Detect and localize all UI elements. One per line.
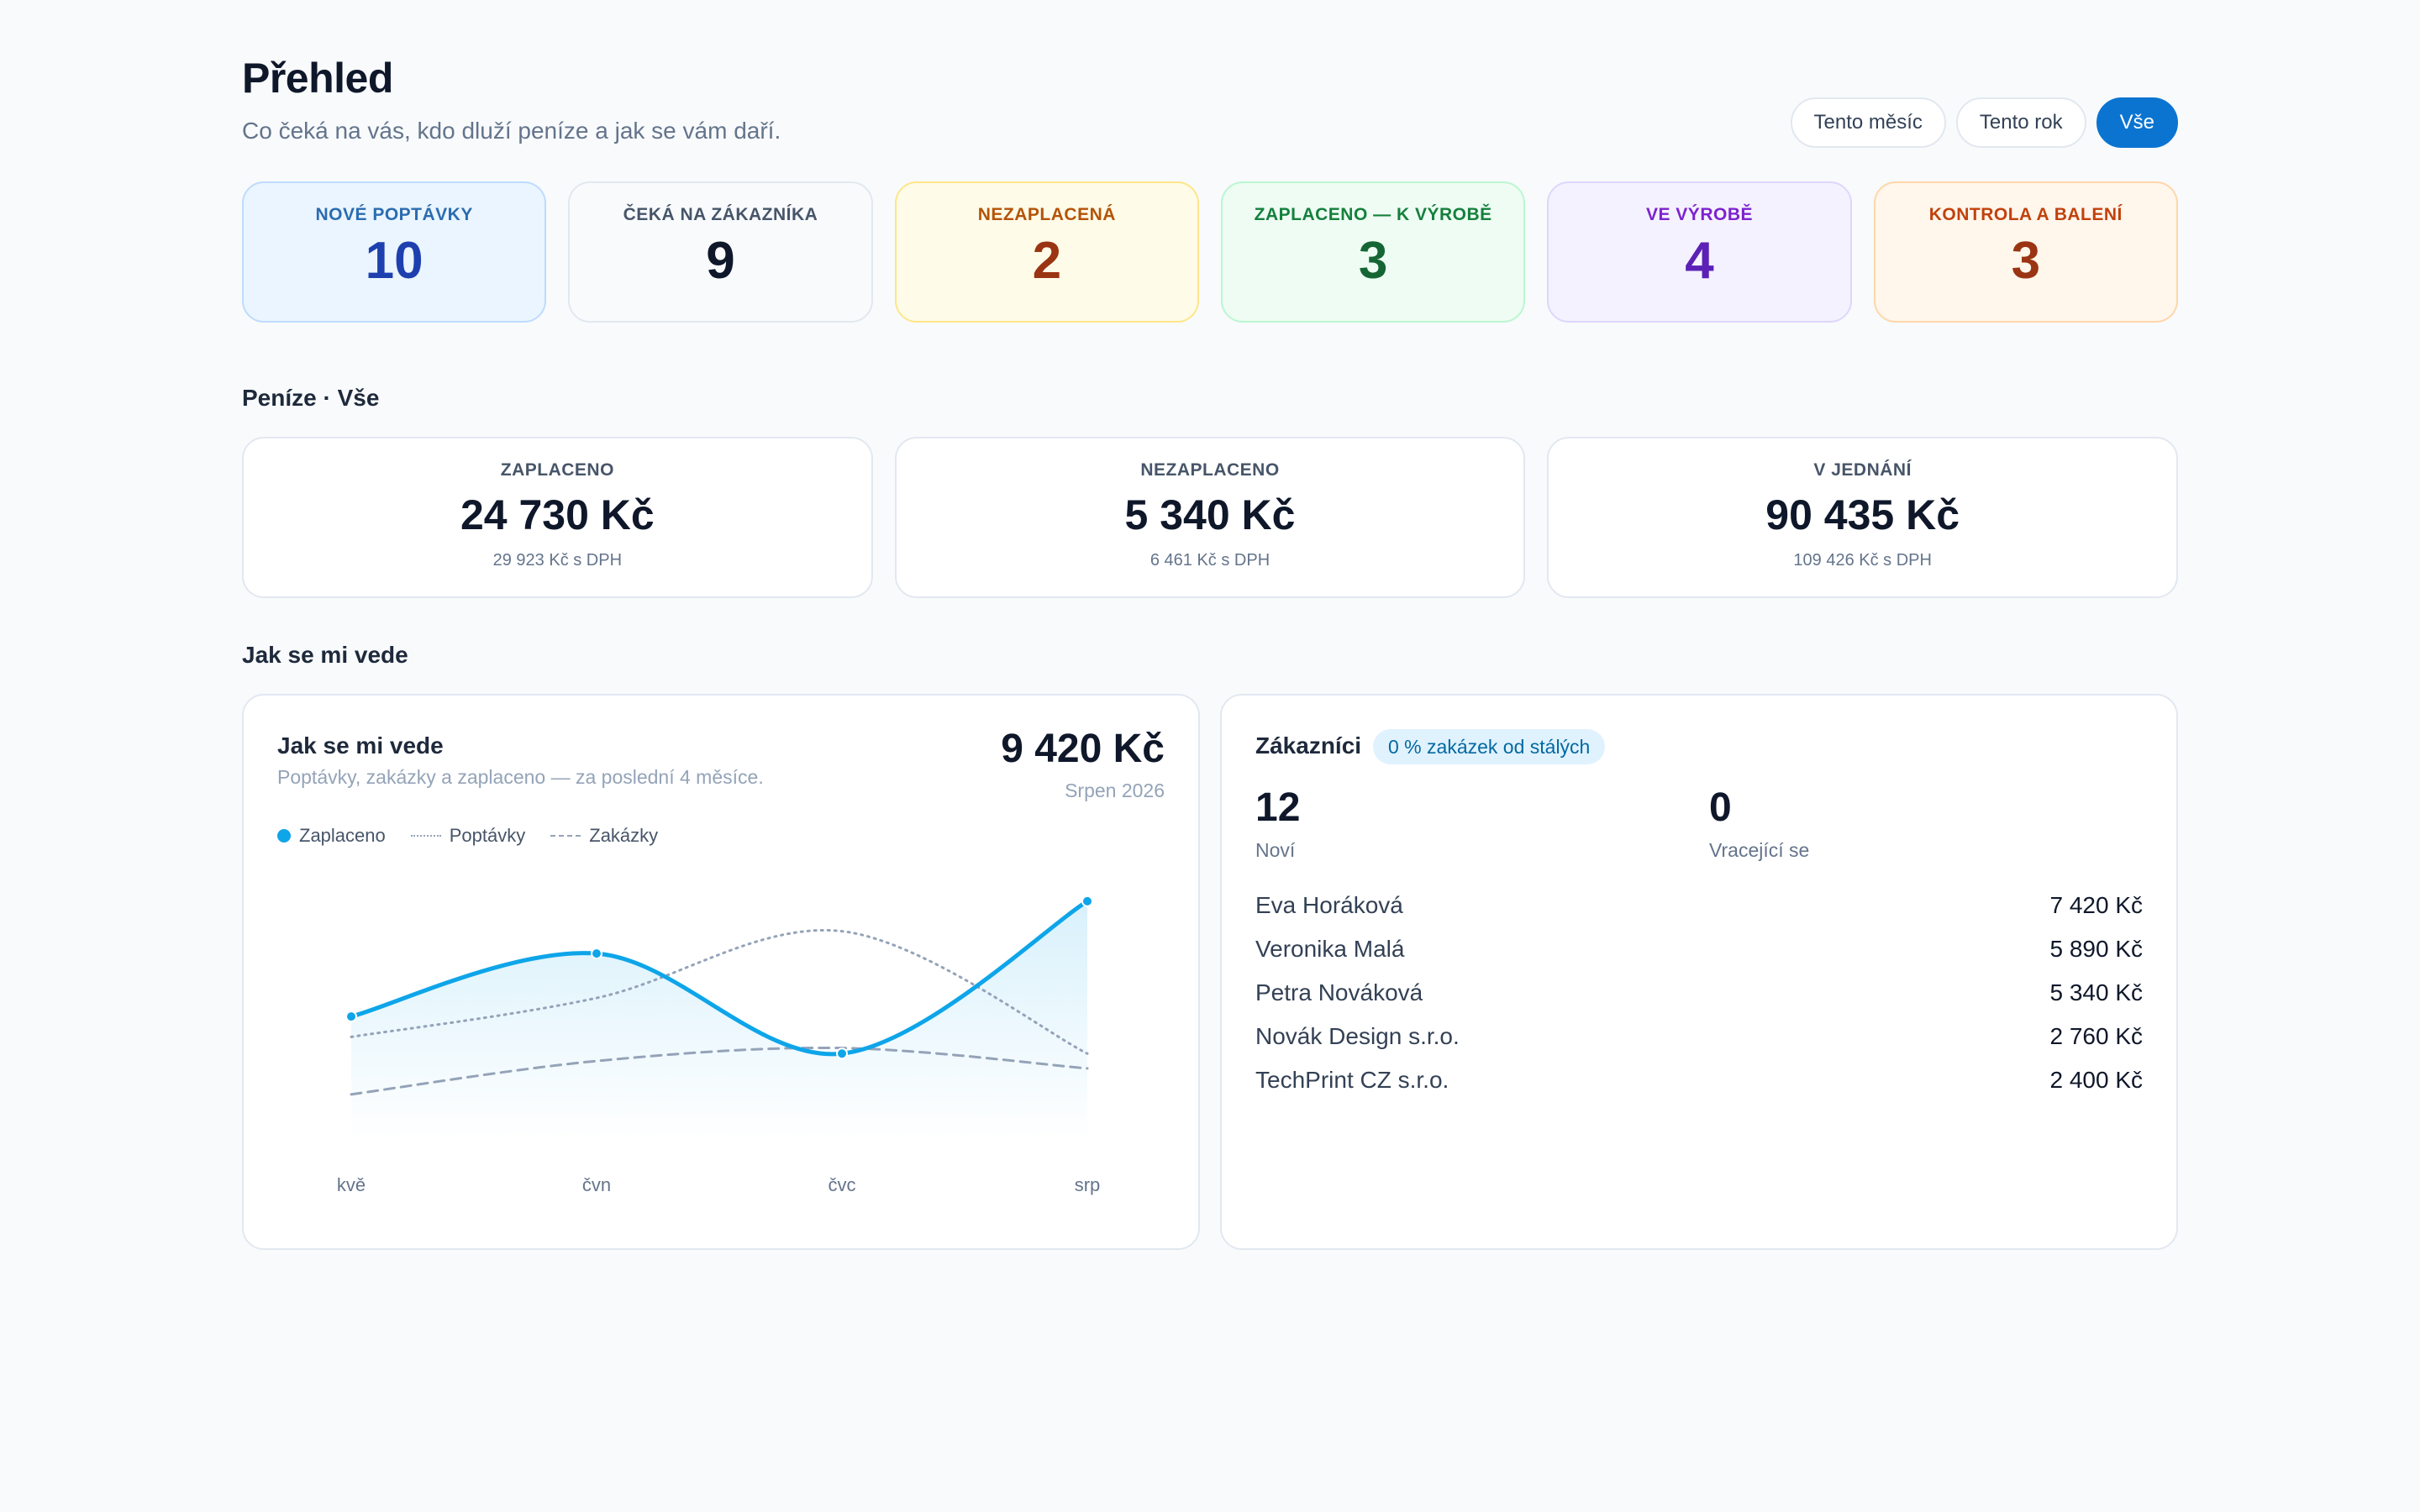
status-label: Ve výrobě <box>1645 205 1753 224</box>
chart-total-value: 9 420 Kč <box>1001 727 1165 771</box>
money-card-unpaid: NEZAPLACENO 5 340 Kč 6 461 Kč s DPH <box>894 437 1526 598</box>
series-line-zakázky <box>350 1046 1089 1096</box>
filter-this-year-button[interactable]: Tento rok <box>1955 97 2086 148</box>
dotted-line-icon <box>410 835 441 837</box>
status-count: 4 <box>1685 232 1714 290</box>
order-status-cards: Nové poptávky 10 Čeká na zákazníka 9 Nez… <box>242 181 2178 323</box>
new-customers-label: Noví <box>1255 838 1296 861</box>
money-value: 24 730 Kč <box>460 491 655 538</box>
status-card-new-inquiries[interactable]: Nové poptávky 10 <box>242 181 547 323</box>
status-card-paid-to-produce[interactable]: Zaplaceno — k výrobě 3 <box>1220 181 1526 323</box>
legend-item-orders: Zakázky <box>550 825 658 847</box>
status-label: Nové poptávky <box>315 205 473 224</box>
legend-item-inquiries: Poptávky <box>410 825 526 847</box>
x-tick-label: srp <box>1075 1174 1101 1195</box>
money-card-paid: ZAPLACENO 24 730 Kč 29 923 Kč s DPH <box>242 437 873 598</box>
status-count: 10 <box>365 232 424 290</box>
customer-name: Eva Horáková <box>1255 892 1403 918</box>
series-line-zaplaceno <box>349 899 1090 1057</box>
chart-period: Srpen 2026 <box>1065 780 1165 801</box>
status-count: 2 <box>1032 232 1062 290</box>
money-cards: ZAPLACENO 24 730 Kč 29 923 Kč s DPH NEZA… <box>242 437 2179 598</box>
status-label: Čeká na zákazníka <box>623 205 818 224</box>
customers-panel: Zákazníci 0 % zakázek od stálých 12 Noví… <box>1220 694 2178 1250</box>
page-subtitle: Co čeká na vás, kdo dluží peníze a jak s… <box>242 118 781 144</box>
top-customers-list: Eva Horáková 7 420 Kč Veronika Malá 5 89… <box>1255 884 2143 1102</box>
money-vat: 29 923 Kč s DPH <box>492 551 623 570</box>
status-card-waiting-customer[interactable]: Čeká na zákazníka 9 <box>568 181 873 323</box>
customer-name: TechPrint CZ s.r.o. <box>1255 1067 1449 1093</box>
returning-customers-label: Vracející se <box>1709 838 1810 861</box>
status-count: 3 <box>1358 232 1388 290</box>
legend-label: Poptávky <box>449 825 526 846</box>
chart-legend: Zaplaceno Poptávky Zakázky <box>277 825 658 847</box>
status-count: 9 <box>706 232 735 290</box>
customer-amount: 5 340 Kč <box>2049 979 2143 1005</box>
paid-area <box>351 900 1087 1141</box>
customer-row[interactable]: Petra Nováková 5 340 Kč <box>1255 971 2143 1015</box>
performance-section-title: Jak se mi vede <box>242 642 408 668</box>
data-point-kvě <box>345 1011 357 1023</box>
customer-amount: 2 760 Kč <box>2049 1023 2143 1049</box>
x-tick-label: kvě <box>337 1174 366 1195</box>
page-header: Přehled Co čeká na vás, kdo dluží peníze… <box>242 54 2178 163</box>
status-count: 3 <box>2011 232 2041 290</box>
customer-row[interactable]: Novák Design s.r.o. 2 760 Kč <box>1255 1015 2143 1058</box>
customer-name: Petra Nováková <box>1255 979 1423 1005</box>
x-tick-label: čvn <box>582 1174 611 1195</box>
series-line-poptávky <box>350 929 1089 1055</box>
dashboard-page: Přehled Co čeká na vás, kdo dluží peníze… <box>242 0 2179 1512</box>
new-customers-stat: 12 Noví <box>1255 785 1301 862</box>
customer-name: Novák Design s.r.o. <box>1255 1023 1460 1049</box>
customer-row[interactable]: Eva Horáková 7 420 Kč <box>1255 884 2143 927</box>
status-label: Kontrola a balení <box>1928 205 2123 224</box>
dashed-line-icon <box>550 835 581 837</box>
customer-name: Veronika Malá <box>1255 936 1405 962</box>
customer-row[interactable]: TechPrint CZ s.r.o. 2 400 Kč <box>1255 1058 2143 1102</box>
legend-dot-icon <box>277 829 291 843</box>
returning-share-badge: 0 % zakázek od stálých <box>1373 729 1606 764</box>
status-label: Zaplaceno — k výrobě <box>1254 205 1492 224</box>
money-label: ZAPLACENO <box>500 460 614 480</box>
money-value: 90 435 Kč <box>1765 491 1960 538</box>
status-label: Nezaplacená <box>977 205 1116 224</box>
money-label: NEZAPLACENO <box>1140 460 1280 480</box>
returning-customers-stat: 0 Vracející se <box>1709 785 1810 862</box>
status-card-check-and-pack[interactable]: Kontrola a balení 3 <box>1873 181 2178 323</box>
x-tick-label: čvc <box>829 1174 856 1195</box>
data-point-čvn <box>591 948 602 960</box>
customer-amount: 2 400 Kč <box>2049 1067 2143 1093</box>
customers-title: Zákazníci <box>1255 732 1362 759</box>
page-title: Přehled <box>242 55 393 102</box>
returning-customers-value: 0 <box>1709 785 1732 830</box>
status-card-unpaid[interactable]: Nezaplacená 2 <box>894 181 1199 323</box>
legend-label: Zakázky <box>589 825 659 846</box>
status-card-in-production[interactable]: Ve výrobě 4 <box>1547 181 1852 323</box>
customer-amount: 5 890 Kč <box>2049 936 2143 962</box>
filter-all-button[interactable]: Vše <box>2096 97 2178 148</box>
period-filter: Tento měsíc Tento rok Vše <box>1790 97 2178 148</box>
money-card-negotiating: V JEDNÁNÍ 90 435 Kč 109 426 Kč s DPH <box>1547 437 2179 598</box>
money-section-title: Peníze · Vše <box>242 385 380 411</box>
customer-row[interactable]: Veronika Malá 5 890 Kč <box>1255 927 2143 971</box>
filter-this-month-button[interactable]: Tento měsíc <box>1790 97 1946 148</box>
legend-item-paid: Zaplaceno <box>277 825 386 847</box>
money-value: 5 340 Kč <box>1124 491 1296 538</box>
chart-title: Jak se mi vede <box>277 732 444 759</box>
performance-chart-panel: Jak se mi vede Poptávky, zakázky a zapla… <box>242 694 1200 1250</box>
performance-chart: kvě čvn čvc srp <box>337 895 1101 1195</box>
new-customers-value: 12 <box>1255 785 1301 830</box>
money-vat: 6 461 Kč s DPH <box>1150 551 1270 570</box>
money-label: V JEDNÁNÍ <box>1813 460 1912 480</box>
data-point-čvc <box>836 1047 848 1060</box>
legend-label: Zaplaceno <box>299 825 386 846</box>
data-point-srp <box>1081 895 1093 907</box>
customer-amount: 7 420 Kč <box>2049 892 2143 918</box>
chart-subtitle: Poptávky, zakázky a zaplaceno — za posle… <box>277 766 764 788</box>
money-vat: 109 426 Kč s DPH <box>1793 551 1932 570</box>
